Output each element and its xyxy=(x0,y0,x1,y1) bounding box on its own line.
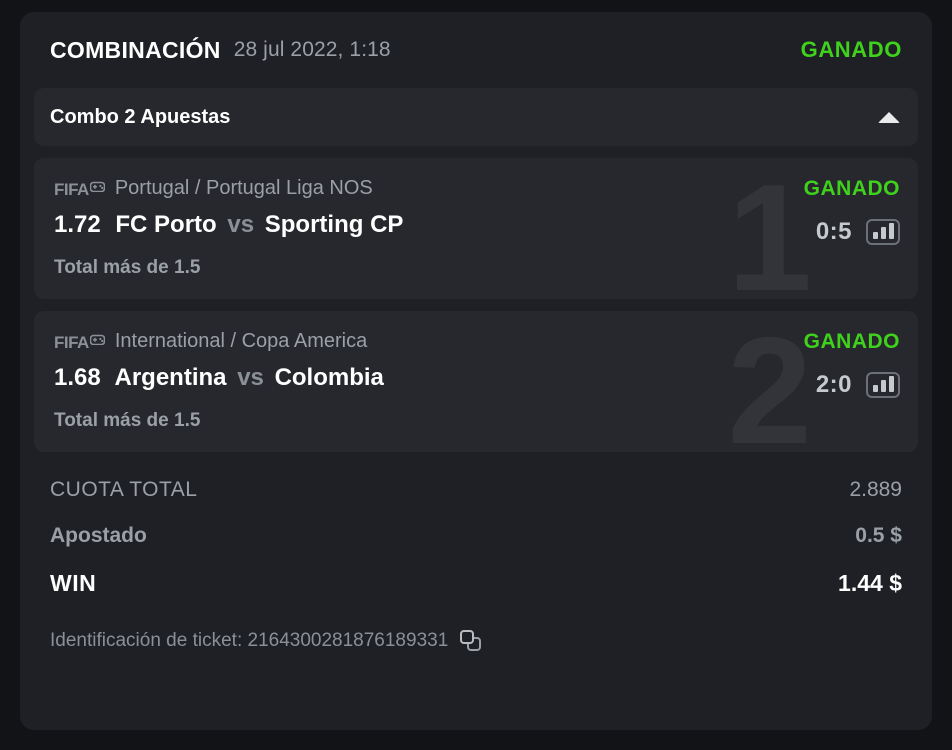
away-team: Colombia xyxy=(274,364,384,391)
fifa-esports-badge: FIFA xyxy=(54,179,106,199)
ticket-status-badge: GANADO xyxy=(800,37,902,62)
total-odds-label: CUOTA TOTAL xyxy=(50,478,198,501)
copy-icon[interactable] xyxy=(460,630,482,652)
bet-status-badge: GANADO xyxy=(803,177,900,200)
league-line: FIFA Portugal / xyxy=(54,175,804,201)
copy-icon-back-square xyxy=(460,630,475,644)
home-team: FC Porto xyxy=(115,211,217,238)
fifa-esports-badge: FIFA xyxy=(54,332,106,352)
bar-1 xyxy=(872,232,878,239)
bar-1 xyxy=(872,385,878,392)
bet-details: FIFA Portugal / xyxy=(54,175,804,279)
bet-result: GANADO 2:0 xyxy=(804,328,900,399)
away-team: Sporting CP xyxy=(264,211,404,238)
bar-3 xyxy=(888,223,894,239)
combo-toggle-bar[interactable]: Combo 2 Apuestas xyxy=(34,88,918,146)
bet-market: Total más de 1.5 xyxy=(54,257,201,278)
bet-row[interactable]: 1 FIFA xyxy=(34,158,918,299)
bar-chart-icon[interactable] xyxy=(866,219,900,245)
ticket-date: 28 jul 2022, 1:18 xyxy=(233,38,391,61)
score-line: 2:0 xyxy=(804,371,900,399)
fifa-label: FIFA xyxy=(54,179,89,199)
total-odds-value: 2.889 xyxy=(849,478,902,501)
bet-row[interactable]: 2 FIFA xyxy=(34,311,918,452)
combo-title: Combo 2 Apuestas xyxy=(50,105,231,128)
bet-market: Total más de 1.5 xyxy=(54,410,201,431)
win-row: WIN 1.44 $ xyxy=(50,570,902,616)
score-line: 0:5 xyxy=(804,218,900,246)
stake-row: Apostado 0.5 $ xyxy=(50,524,902,570)
win-value: 1.44 $ xyxy=(838,570,902,596)
bet-status-badge: GANADO xyxy=(803,330,900,353)
bet-odd: 1.68 xyxy=(54,364,101,391)
bet-result: GANADO 0:5 xyxy=(804,175,900,246)
bet-details: FIFA Internation xyxy=(54,328,804,432)
league-line: FIFA Internation xyxy=(54,328,804,354)
copy-icon-front-square xyxy=(467,637,482,651)
bar-chart-icon[interactable] xyxy=(866,372,900,398)
ticket-type-label: COMBINACIÓN xyxy=(50,36,221,63)
win-label: WIN xyxy=(50,570,97,596)
bet-list: 1 FIFA xyxy=(20,146,932,452)
match-score: 2:0 xyxy=(815,371,852,398)
vs-label: vs xyxy=(237,364,264,391)
match-line: 1.68 Argentina vs Colombia xyxy=(54,364,804,392)
stake-value: 0.5 $ xyxy=(855,524,902,547)
home-team: Argentina xyxy=(114,364,227,391)
bet-row-content: FIFA Internation xyxy=(54,328,900,432)
bet-odd: 1.72 xyxy=(54,211,101,238)
bet-row-content: FIFA Portugal / xyxy=(54,175,900,279)
ticket-id-label: Identificación de ticket: 21643002818761… xyxy=(50,630,449,651)
bar-2 xyxy=(880,227,886,239)
bar-2 xyxy=(880,380,886,392)
totals-section: CUOTA TOTAL 2.889 Apostado 0.5 $ WIN 1.4… xyxy=(20,464,932,616)
ticket-header: COMBINACIÓN 28 jul 2022, 1:18 GANADO xyxy=(20,12,932,88)
total-odds-row: CUOTA TOTAL 2.889 xyxy=(50,478,902,524)
match-line: 1.72 FC Porto vs Sporting CP xyxy=(54,211,804,239)
ticket-id-row: Identificación de ticket: 21643002818761… xyxy=(20,616,932,652)
gamepad-icon xyxy=(89,179,106,197)
stake-label: Apostado xyxy=(50,524,147,547)
fifa-label: FIFA xyxy=(54,332,89,352)
bet-ticket-card: COMBINACIÓN 28 jul 2022, 1:18 GANADO Com… xyxy=(20,12,932,730)
triangle-up-icon[interactable] xyxy=(878,111,900,123)
league-name: Portugal / Portugal Liga NOS xyxy=(114,176,373,199)
match-score: 0:5 xyxy=(815,218,852,245)
gamepad-icon xyxy=(89,332,106,350)
vs-label: vs xyxy=(227,211,255,238)
bar-3 xyxy=(888,376,894,392)
league-name: International / Copa America xyxy=(114,329,368,352)
